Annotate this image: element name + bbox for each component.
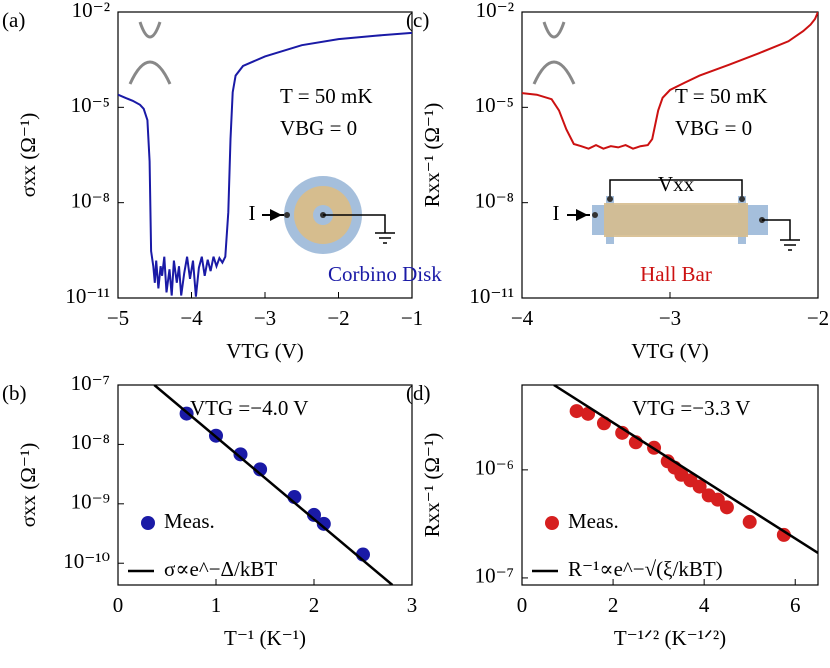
annotation: Hall Bar [640, 262, 712, 286]
annotation: T = 50 mK [675, 84, 768, 108]
data-line [153, 385, 394, 585]
y-tick-label: 10⁻⁷ [71, 371, 110, 395]
data-point [719, 500, 734, 515]
annotation: I [553, 201, 560, 225]
annotation: I [249, 201, 256, 225]
y-tick-label: 10⁻¹⁰ [63, 549, 110, 573]
legend-label: Meas. [568, 509, 619, 533]
data-point [692, 479, 707, 494]
data-point [569, 404, 584, 419]
x-tick-label: −2 [327, 306, 349, 330]
y-axis-label: σxx (Ω⁻¹) [16, 443, 40, 528]
annotation: VBG = 0 [675, 116, 752, 140]
data-point [776, 527, 791, 542]
x-tick-label: −4 [511, 306, 534, 330]
x-tick-label: 2 [608, 593, 619, 617]
x-axis-label: VTG (V) [226, 339, 304, 363]
annotation: T = 50 mK [280, 84, 373, 108]
annotation: Vxx [658, 172, 695, 196]
y-tick-label: 10⁻¹¹ [469, 284, 514, 308]
data-point [233, 447, 248, 462]
data-point [253, 462, 268, 477]
band-sketch-a [128, 21, 172, 85]
annotation: VBG = 0 [280, 116, 357, 140]
x-axis-label: VTG (V) [631, 339, 709, 363]
plot-frame [117, 384, 413, 586]
y-axis-label: Rxx⁻¹ (Ω⁻¹) [420, 103, 444, 208]
x-tick-label: 1 [211, 593, 222, 617]
panel-label: (a) [2, 8, 25, 32]
corbino-disk [262, 176, 395, 254]
hall-bar [567, 179, 800, 251]
plot-frame [521, 11, 819, 299]
legend-label: R⁻¹∝e^−√(ξ/kBT) [568, 557, 723, 581]
data-point [596, 416, 611, 431]
panel-label: (c) [406, 8, 429, 32]
y-tick-label: 10⁻⁸ [71, 430, 110, 454]
x-tick-label: 3 [407, 593, 418, 617]
x-tick-label: 4 [699, 593, 710, 617]
legend-label: Meas. [164, 509, 215, 533]
data-line [522, 12, 818, 150]
y-axis-label: Rxx⁻¹ (Ω⁻¹) [420, 433, 444, 538]
y-tick-label: 10⁻¹¹ [65, 284, 110, 308]
x-tick-label: 6 [790, 593, 801, 617]
legend-marker [141, 516, 155, 530]
panel-label: (b) [2, 381, 27, 405]
x-tick-label: −2 [807, 306, 829, 330]
legend-label: σ∝e^−Δ/kBT [164, 557, 277, 581]
y-tick-label: 10⁻⁵ [475, 93, 514, 117]
x-axis-label: T⁻¹ᐟ² (K⁻¹ᐟ²) [614, 626, 726, 650]
panel-label: (d) [406, 381, 431, 405]
x-axis-label: T⁻¹ (K⁻¹) [224, 626, 306, 650]
x-tick-label: 2 [309, 593, 320, 617]
y-tick-label: 10⁻⁹ [71, 490, 110, 514]
data-point [316, 516, 331, 531]
y-tick-label: 10⁻² [72, 0, 110, 22]
plot-frame [521, 384, 819, 586]
annotation: VTG =−4.0 V [190, 396, 308, 420]
band-sketch-c [532, 21, 576, 85]
y-axis-label: σxx (Ω⁻¹) [16, 113, 40, 198]
data-line [118, 31, 412, 297]
x-tick-label: 0 [517, 593, 528, 617]
x-tick-label: −3 [659, 306, 681, 330]
x-tick-label: −3 [254, 306, 276, 330]
annotation: Corbino Disk [328, 262, 442, 286]
y-tick-label: 10⁻⁸ [71, 188, 110, 212]
x-tick-label: −4 [180, 306, 203, 330]
x-tick-label: −5 [107, 306, 129, 330]
x-tick-label: −1 [401, 306, 423, 330]
y-tick-label: 10⁻² [476, 0, 514, 22]
plot-frame [117, 11, 413, 299]
y-tick-label: 10⁻⁸ [475, 188, 514, 212]
legend-marker [545, 516, 559, 530]
y-tick-label: 10⁻⁵ [71, 93, 110, 117]
data-point [307, 507, 321, 522]
annotation: VTG =−3.3 V [632, 396, 750, 420]
data-point [742, 514, 757, 529]
x-tick-label: 0 [113, 593, 124, 617]
y-tick-label: 10⁻⁷ [475, 564, 514, 588]
y-tick-label: 10⁻⁶ [475, 456, 514, 480]
data-line [553, 385, 818, 555]
